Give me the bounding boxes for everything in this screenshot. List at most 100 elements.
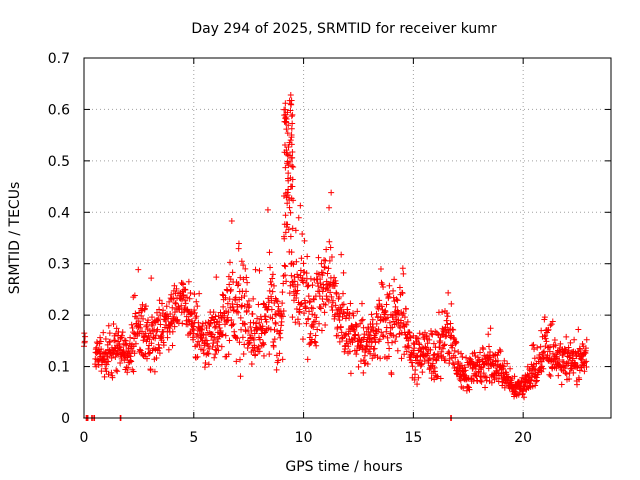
data-point — [312, 332, 319, 339]
data-point — [182, 300, 189, 307]
data-point — [282, 212, 289, 219]
y-tick-label: 0.6 — [48, 102, 70, 118]
data-point — [279, 300, 286, 307]
data-point — [358, 300, 365, 307]
data-point — [479, 344, 486, 351]
data-point — [303, 320, 310, 327]
data-point — [227, 287, 234, 294]
data-point — [397, 317, 404, 324]
data-point — [289, 183, 296, 190]
data-point — [183, 313, 190, 320]
data-point — [289, 111, 296, 118]
data-point — [268, 281, 275, 288]
data-point — [379, 281, 386, 288]
data-point — [547, 322, 554, 329]
data-point — [215, 347, 222, 354]
data-point — [309, 282, 316, 289]
data-point — [500, 363, 507, 370]
data-point — [282, 111, 289, 118]
data-point — [230, 307, 237, 314]
data-point — [248, 327, 255, 334]
data-point — [340, 290, 347, 297]
data-point — [176, 306, 183, 313]
data-point — [220, 303, 227, 310]
data-point — [340, 301, 347, 308]
data-point — [271, 336, 278, 343]
data-point — [269, 288, 276, 295]
data-point — [260, 300, 267, 307]
data-point — [127, 353, 134, 360]
data-point — [540, 365, 547, 372]
data-point — [381, 311, 388, 318]
data-point — [455, 348, 462, 355]
data-point — [380, 283, 387, 290]
data-point — [336, 338, 343, 345]
data-point — [252, 266, 259, 273]
data-point — [360, 324, 367, 331]
data-point — [382, 308, 389, 315]
data-point — [328, 254, 335, 261]
data-point — [292, 319, 299, 326]
data-point — [228, 217, 235, 224]
data-point — [355, 332, 362, 339]
data-point — [485, 331, 492, 338]
data-point — [296, 320, 303, 327]
data-point — [472, 352, 479, 359]
data-point — [227, 304, 234, 311]
data-point — [360, 369, 367, 376]
data-point — [572, 349, 579, 356]
data-point — [219, 291, 226, 298]
data-point — [487, 348, 494, 355]
data-point — [184, 321, 191, 328]
data-point — [336, 317, 343, 324]
data-point — [240, 320, 247, 327]
data-point — [160, 342, 167, 349]
data-point — [405, 344, 412, 351]
data-point — [290, 197, 297, 204]
data-point — [118, 332, 125, 339]
data-point — [357, 358, 364, 365]
data-point — [563, 333, 570, 340]
data-point — [433, 374, 440, 381]
data-point — [419, 369, 426, 376]
data-point — [393, 333, 400, 340]
data-point — [153, 354, 160, 361]
data-point — [452, 354, 459, 361]
data-point — [398, 355, 405, 362]
data-point — [190, 323, 197, 330]
data-point — [143, 355, 150, 362]
data-point — [141, 333, 148, 340]
data-point — [117, 360, 124, 367]
data-point — [154, 317, 161, 324]
data-point — [241, 341, 248, 348]
data-point — [401, 351, 408, 358]
data-point — [332, 280, 339, 287]
data-point — [212, 351, 219, 358]
data-point — [333, 289, 340, 296]
data-point — [386, 290, 393, 297]
data-point — [427, 346, 434, 353]
data-point — [540, 349, 547, 356]
data-point — [430, 340, 437, 347]
data-point — [184, 294, 191, 301]
data-point — [232, 294, 239, 301]
data-point — [302, 300, 309, 307]
data-point — [332, 302, 339, 309]
data-point — [462, 367, 469, 374]
data-point — [310, 324, 317, 331]
data-point — [148, 314, 155, 321]
data-point — [264, 206, 271, 213]
data-point — [256, 348, 263, 355]
data-point — [346, 348, 353, 355]
data-point — [225, 351, 232, 358]
data-point — [385, 353, 392, 360]
data-point — [327, 244, 334, 251]
data-point — [390, 287, 397, 294]
data-point — [480, 346, 487, 353]
data-point — [270, 343, 277, 350]
data-point — [440, 353, 447, 360]
data-point — [237, 274, 244, 281]
data-point — [193, 313, 200, 320]
data-point — [534, 344, 541, 351]
data-point — [477, 349, 484, 356]
